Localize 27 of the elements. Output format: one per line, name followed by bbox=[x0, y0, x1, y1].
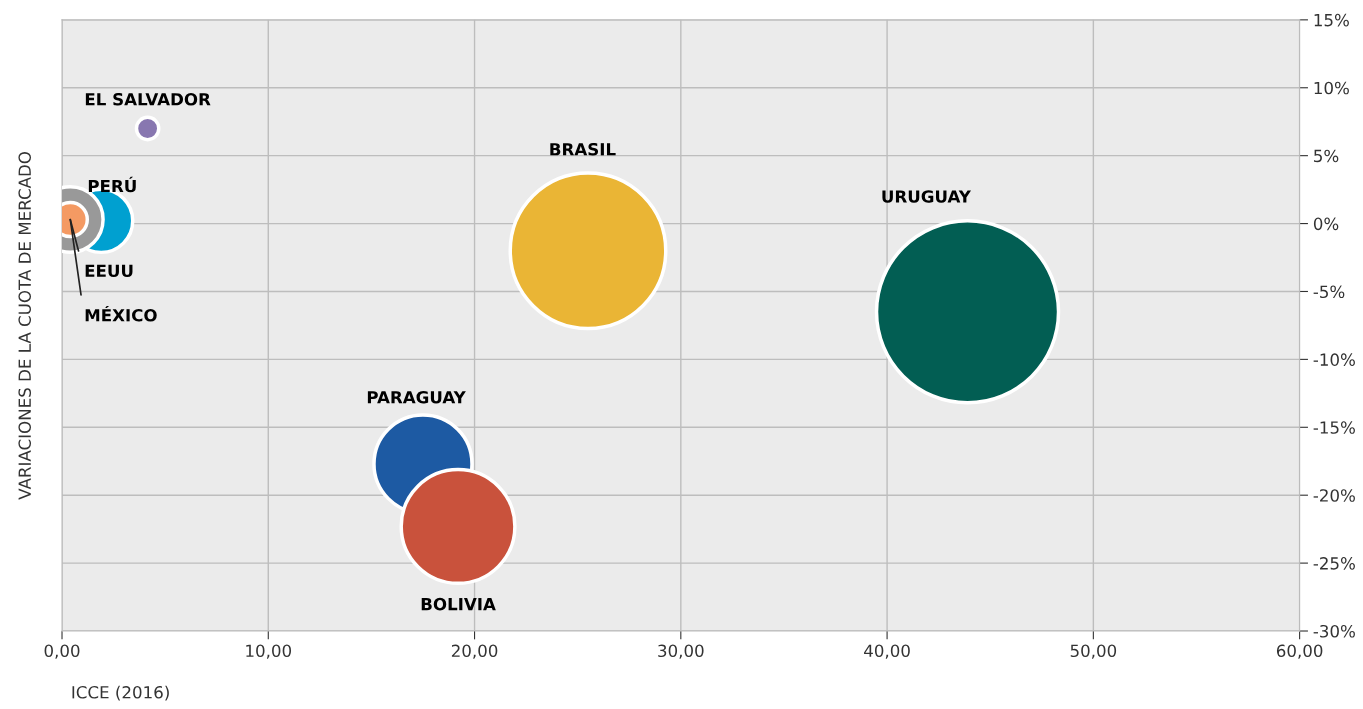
y-tick-label: -25% bbox=[1313, 557, 1355, 570]
series-label: EEUU bbox=[85, 264, 133, 278]
series-label: EL SALVADOR bbox=[85, 92, 211, 106]
x-tick-label: 20,00 bbox=[451, 644, 498, 659]
series-label: BOLIVIA bbox=[421, 597, 496, 611]
y-tick-label: -20% bbox=[1313, 489, 1355, 502]
y-tick-label: -10% bbox=[1313, 353, 1355, 366]
y-tick-label: 15% bbox=[1314, 13, 1349, 27]
x-tick-label: 40,00 bbox=[864, 644, 910, 659]
text: MÉXICO bbox=[85, 305, 157, 322]
x-tick-label: 30,00 bbox=[658, 644, 704, 659]
x-tick-label: 10,00 bbox=[246, 644, 292, 659]
y-tick-label: -5% bbox=[1313, 285, 1345, 299]
y-tick-label: -30% bbox=[1313, 624, 1355, 638]
y-tick-label: 0% bbox=[1313, 217, 1339, 231]
x-tick-label: 0,00 bbox=[44, 644, 80, 659]
x-tick-label: 50,00 bbox=[1070, 644, 1117, 659]
series-label: BRASIL bbox=[550, 142, 616, 156]
x-tick-label: 60,00 bbox=[1276, 644, 1323, 659]
x-axis-title: ICCE (2016) bbox=[72, 685, 169, 701]
y-tick-label: 10% bbox=[1314, 81, 1349, 95]
series-label: PARAGUAY bbox=[367, 390, 466, 404]
y-axis-title: VARIACIONES DE LA CUOTA DE MERCADO bbox=[18, 151, 32, 500]
y-tick-label: 5% bbox=[1314, 149, 1339, 163]
series-label: PERÚ bbox=[88, 176, 136, 193]
y-tick-label: -15% bbox=[1313, 421, 1355, 434]
series-label: URUGUAY bbox=[882, 190, 972, 203]
